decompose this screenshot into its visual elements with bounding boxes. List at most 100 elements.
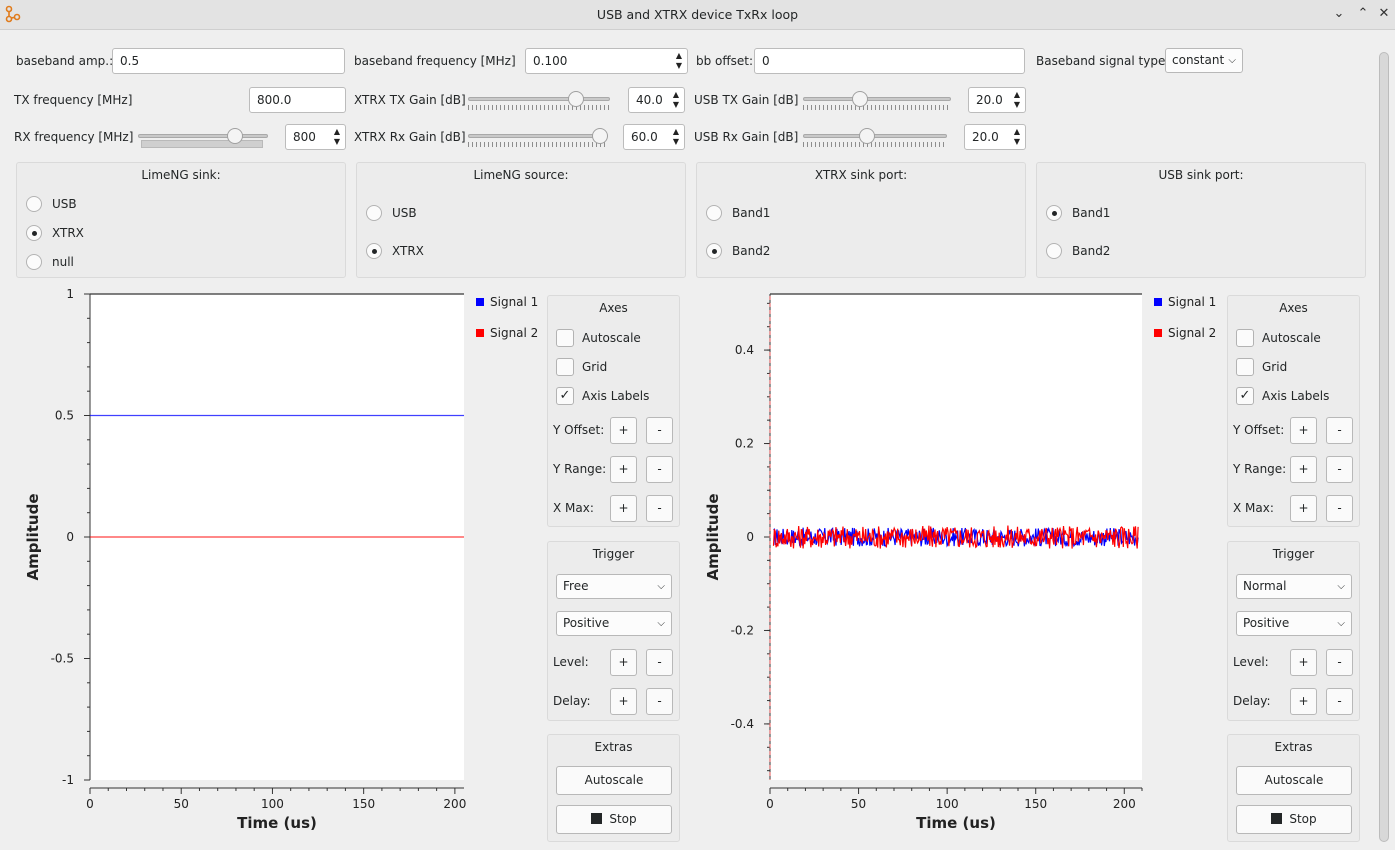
spin-arrows-icon[interactable]: ▲ ▼ (672, 127, 680, 146)
y-tick-label: 0.5 (55, 409, 74, 423)
baseband-frequency-spinbox[interactable]: 0.100 ▲ ▼ (525, 48, 688, 74)
trigger-slope-select[interactable]: Positive ⌵ (556, 611, 672, 636)
y-offset-plus-button[interactable]: + (610, 417, 637, 444)
xtrx-rx-gain-value: 60.0 (631, 130, 658, 144)
radio-button[interactable] (26, 254, 42, 270)
slider-handle[interactable] (568, 91, 584, 107)
delay-minus-button[interactable]: - (1326, 688, 1353, 715)
delay-plus-button[interactable]: + (1290, 688, 1317, 715)
usb-tx-gain-slider[interactable] (803, 91, 951, 113)
level-minus-button[interactable]: - (646, 649, 673, 676)
y-range-plus-button[interactable]: + (610, 456, 637, 483)
bb-offset-input[interactable]: 0 (754, 48, 1025, 74)
x-tick-label: 200 (443, 797, 466, 811)
tx-frequency-label: TX frequency [MHz] (14, 93, 133, 107)
y-offset-minus-button[interactable]: - (1326, 417, 1353, 444)
xtrx-rx-gain-spinbox[interactable]: 60.0 ▲ ▼ (623, 124, 685, 150)
trigger-mode-select[interactable]: Normal ⌵ (1236, 574, 1352, 599)
radio-button[interactable] (706, 243, 722, 259)
time-sink-plot-right[interactable]: 0 50 100 150 200 0.4 0.2 0 -0.2 -0.4 Time (us) Ampl… (694, 285, 1234, 845)
trigger-delay-label: Delay: (1233, 694, 1271, 708)
axes-panel: Axes Autoscale Grid ✓ Axis Labels Y Offs… (1227, 295, 1360, 527)
radio-label: Band2 (1072, 244, 1111, 258)
grid-checkbox[interactable] (556, 358, 574, 376)
xtrx-tx-gain-spinbox[interactable]: 40.0 ▲ ▼ (628, 87, 685, 113)
trigger-slope-select[interactable]: Positive ⌵ (1236, 611, 1352, 636)
trigger-level-label: Level: (1233, 655, 1269, 669)
slider-handle[interactable] (592, 128, 608, 144)
autoscale-checkbox[interactable] (1236, 329, 1254, 347)
x-tick-label: 0 (766, 797, 774, 811)
x-max-plus-button[interactable]: + (610, 495, 637, 522)
bb-offset-label: bb offset: (696, 54, 754, 68)
y-axis-label: Amplitude (24, 493, 42, 580)
usb-tx-gain-spinbox[interactable]: 20.0 ▲ ▼ (968, 87, 1026, 113)
y-tick-label: -0.2 (731, 623, 754, 637)
trigger-mode-select[interactable]: Free ⌵ (556, 574, 672, 599)
rx-frequency-slider[interactable] (138, 128, 268, 150)
y-offset-minus-button[interactable]: - (646, 417, 673, 444)
y-range-label: Y Range: (553, 462, 607, 476)
slider-handle[interactable] (859, 128, 875, 144)
chevron-down-icon[interactable]: ⌄ (1333, 6, 1345, 21)
rx-frequency-spinbox[interactable]: 800 ▲ ▼ (285, 124, 346, 150)
slider-handle[interactable] (852, 91, 868, 107)
autoscale-button[interactable]: Autoscale (556, 766, 672, 795)
tx-frequency-input[interactable]: 800.0 (249, 87, 346, 113)
radio-button[interactable] (1046, 205, 1062, 221)
vertical-scrollbar[interactable] (1379, 40, 1389, 848)
radio-button[interactable] (1046, 243, 1062, 259)
baseband-amp-input[interactable]: 0.5 (112, 48, 345, 74)
y-range-minus-button[interactable]: - (646, 456, 673, 483)
radio-label: Band2 (732, 244, 771, 258)
axis-labels-checkbox[interactable]: ✓ (1236, 387, 1254, 405)
radio-label: USB (52, 197, 77, 211)
x-tick-label: 100 (936, 797, 959, 811)
xtrx-tx-gain-slider[interactable] (468, 91, 610, 113)
x-max-minus-button[interactable]: - (1326, 495, 1353, 522)
time-sink-plot-left[interactable]: 0 50 100 150 200 1 0.5 0 -0.5 -1 Time (us) Amplitud… (14, 285, 554, 845)
xtrx-rx-gain-slider[interactable] (468, 128, 608, 150)
spin-arrows-icon[interactable]: ▲ ▼ (1013, 90, 1021, 109)
delay-minus-button[interactable]: - (646, 688, 673, 715)
x-max-minus-button[interactable]: - (646, 495, 673, 522)
radio-button[interactable] (366, 243, 382, 259)
axis-labels-checkbox[interactable]: ✓ (556, 387, 574, 405)
stop-icon (1271, 813, 1283, 824)
usb-rx-gain-slider[interactable] (803, 128, 947, 150)
signal-type-select[interactable]: constant ⌵ (1165, 48, 1243, 73)
y-range-plus-button[interactable]: + (1290, 456, 1317, 483)
chevron-up-icon[interactable]: ⌃ (1357, 6, 1369, 21)
baseband-frequency-label: baseband frequency [MHz] (354, 54, 516, 68)
radio-label: Band1 (1072, 206, 1111, 220)
delay-plus-button[interactable]: + (610, 688, 637, 715)
radio-label: USB (392, 206, 417, 220)
baseband-amp-label: baseband amp.: (16, 54, 114, 68)
level-minus-button[interactable]: - (1326, 649, 1353, 676)
radio-button[interactable] (366, 205, 382, 221)
grid-checkbox[interactable] (1236, 358, 1254, 376)
y-offset-plus-button[interactable]: + (1290, 417, 1317, 444)
stop-button[interactable]: Stop (1236, 805, 1352, 834)
usb-rx-gain-spinbox[interactable]: 20.0 ▲ ▼ (964, 124, 1026, 150)
series-line (773, 526, 1139, 548)
stop-button[interactable]: Stop (556, 805, 672, 834)
autoscale-button[interactable]: Autoscale (1236, 766, 1352, 795)
radio-button[interactable] (706, 205, 722, 221)
scrollbar-thumb[interactable] (1379, 52, 1389, 842)
slider-handle[interactable] (227, 128, 243, 144)
spin-arrows-icon[interactable]: ▲ ▼ (333, 127, 341, 146)
title-bar: USB and XTRX device TxRx loop ⌄ ⌃ ✕ (0, 0, 1395, 30)
autoscale-checkbox[interactable] (556, 329, 574, 347)
radio-button[interactable] (26, 225, 42, 241)
level-plus-button[interactable]: + (1290, 649, 1317, 676)
close-icon[interactable]: ✕ (1378, 6, 1390, 21)
x-max-plus-button[interactable]: + (1290, 495, 1317, 522)
group-title: USB sink port: (1158, 168, 1244, 182)
spin-arrows-icon[interactable]: ▲ ▼ (675, 51, 683, 70)
y-range-minus-button[interactable]: - (1326, 456, 1353, 483)
level-plus-button[interactable]: + (610, 649, 637, 676)
radio-button[interactable] (26, 196, 42, 212)
spin-arrows-icon[interactable]: ▲ ▼ (1013, 127, 1021, 146)
spin-arrows-icon[interactable]: ▲ ▼ (672, 90, 680, 109)
